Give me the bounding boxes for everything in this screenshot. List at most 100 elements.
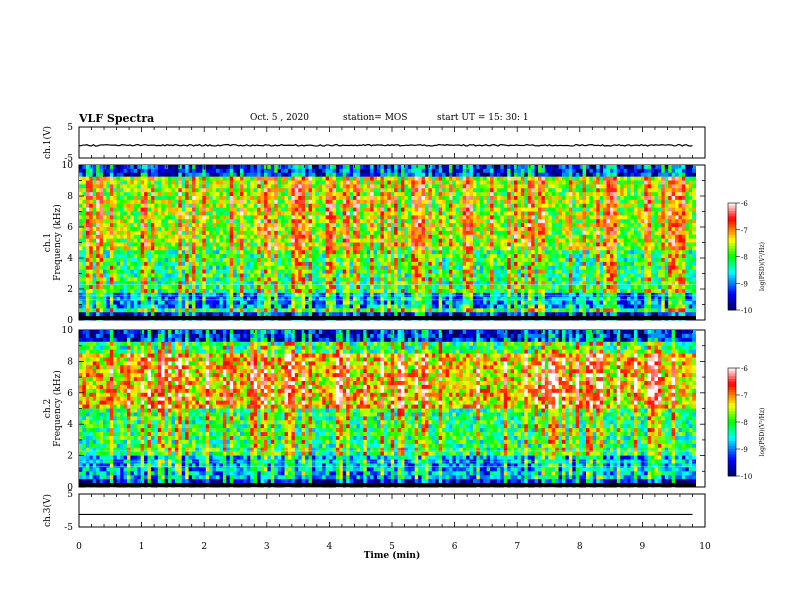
- spec-cell: [472, 296, 477, 302]
- spec-cell: [195, 281, 200, 286]
- spec-cell: [277, 258, 282, 263]
- spec-cell: [89, 215, 94, 220]
- spec-cell: [79, 281, 83, 286]
- spec-cell: [476, 289, 481, 294]
- spec-cell: [411, 281, 416, 286]
- spec-cell: [185, 242, 190, 247]
- spec-cell: [496, 312, 501, 317]
- spec-cell: [315, 281, 320, 286]
- spec-cell: [89, 168, 94, 174]
- spec-cell: [442, 285, 446, 290]
- spec-cell: [164, 196, 169, 201]
- spec-cell: [359, 285, 364, 290]
- spec-cell: [171, 254, 176, 259]
- spec-cell: [222, 203, 227, 209]
- spec-cell: [377, 300, 381, 305]
- spec-cell: [380, 265, 385, 271]
- spec-cell: [219, 277, 224, 282]
- spec-cell: [267, 234, 272, 240]
- spec-cell: [161, 184, 166, 189]
- spec-cell: [411, 261, 416, 267]
- spec-cell: [287, 285, 292, 290]
- spec-cell: [226, 203, 231, 209]
- spec-cell: [82, 192, 87, 197]
- spec-cell: [274, 246, 279, 251]
- spec-cell: [164, 300, 169, 305]
- spec-cell: [291, 304, 296, 309]
- spec-cell: [421, 265, 426, 271]
- spec-cell: [82, 238, 87, 243]
- spec-cell: [322, 250, 327, 255]
- spec-cell: [493, 215, 498, 220]
- spec-cell: [287, 277, 292, 282]
- spec-cell: [277, 300, 282, 305]
- spec-cell: [164, 192, 169, 197]
- spec-cell: [363, 180, 368, 185]
- spec-cell: [85, 168, 90, 174]
- spec-cell: [140, 265, 145, 271]
- spec-cell: [353, 285, 357, 290]
- spec-cell: [438, 304, 443, 309]
- spec-cell: [240, 230, 244, 236]
- spec-cell: [349, 242, 354, 247]
- spec-cell: [236, 168, 241, 174]
- spec-cell: [168, 254, 172, 259]
- spec-cell: [318, 211, 323, 216]
- spec-cell: [154, 254, 159, 259]
- spec-cell: [144, 211, 148, 216]
- spec-cell: [305, 184, 309, 189]
- spec-cell: [109, 196, 114, 201]
- spec-cell: [250, 180, 255, 185]
- spec-cell: [82, 234, 87, 240]
- spec-cell: [448, 300, 453, 305]
- spec-cell: [479, 254, 484, 259]
- spec-cell: [126, 234, 131, 240]
- spec-cell: [404, 165, 409, 170]
- spec-cell: [216, 238, 220, 243]
- spec-cell: [503, 238, 508, 243]
- spec-cell: [257, 238, 261, 243]
- spec-cell: [469, 180, 474, 185]
- spec-cell: [442, 230, 446, 236]
- spec-cell: [233, 285, 237, 290]
- spec-cell: [222, 285, 227, 290]
- spec-cell: [294, 192, 299, 197]
- spec-cell: [109, 265, 114, 271]
- spec-cell: [246, 246, 251, 251]
- spec-cell: [198, 192, 203, 197]
- spec-cell: [150, 199, 155, 205]
- spec-cell: [428, 277, 433, 282]
- spec-cell: [267, 176, 272, 181]
- spec-cell: [147, 211, 152, 216]
- spec-cell: [181, 196, 186, 201]
- spec-cell: [219, 258, 224, 263]
- spec-cell: [377, 277, 381, 282]
- spec-cell: [486, 196, 491, 201]
- spec-cell: [332, 207, 337, 212]
- spec-cell: [342, 192, 347, 197]
- spec-cell: [404, 180, 409, 185]
- spec-cell: [411, 312, 416, 317]
- spec-cell: [209, 300, 213, 305]
- spec-cell: [126, 265, 131, 271]
- spec-cell: [466, 277, 470, 282]
- spec-cell: [301, 285, 306, 290]
- spec-cell: [96, 203, 100, 209]
- spec-cell: [185, 230, 190, 236]
- spec-cell: [390, 192, 395, 197]
- spec-cell: [353, 219, 357, 224]
- spec-cell: [233, 211, 237, 216]
- spec-cell: [202, 312, 207, 317]
- spec-cell: [154, 296, 159, 302]
- spec-cell: [418, 246, 422, 251]
- spec-cell: [315, 261, 320, 267]
- spec-cell: [332, 238, 337, 243]
- spec-cell: [339, 180, 344, 185]
- spec-cell: [236, 312, 241, 317]
- spec-cell: [195, 227, 200, 232]
- spec-cell: [161, 219, 166, 224]
- spec-cell: [359, 250, 364, 255]
- spec-cell: [144, 223, 148, 228]
- spec-cell: [120, 296, 124, 302]
- spec-cell: [205, 180, 210, 185]
